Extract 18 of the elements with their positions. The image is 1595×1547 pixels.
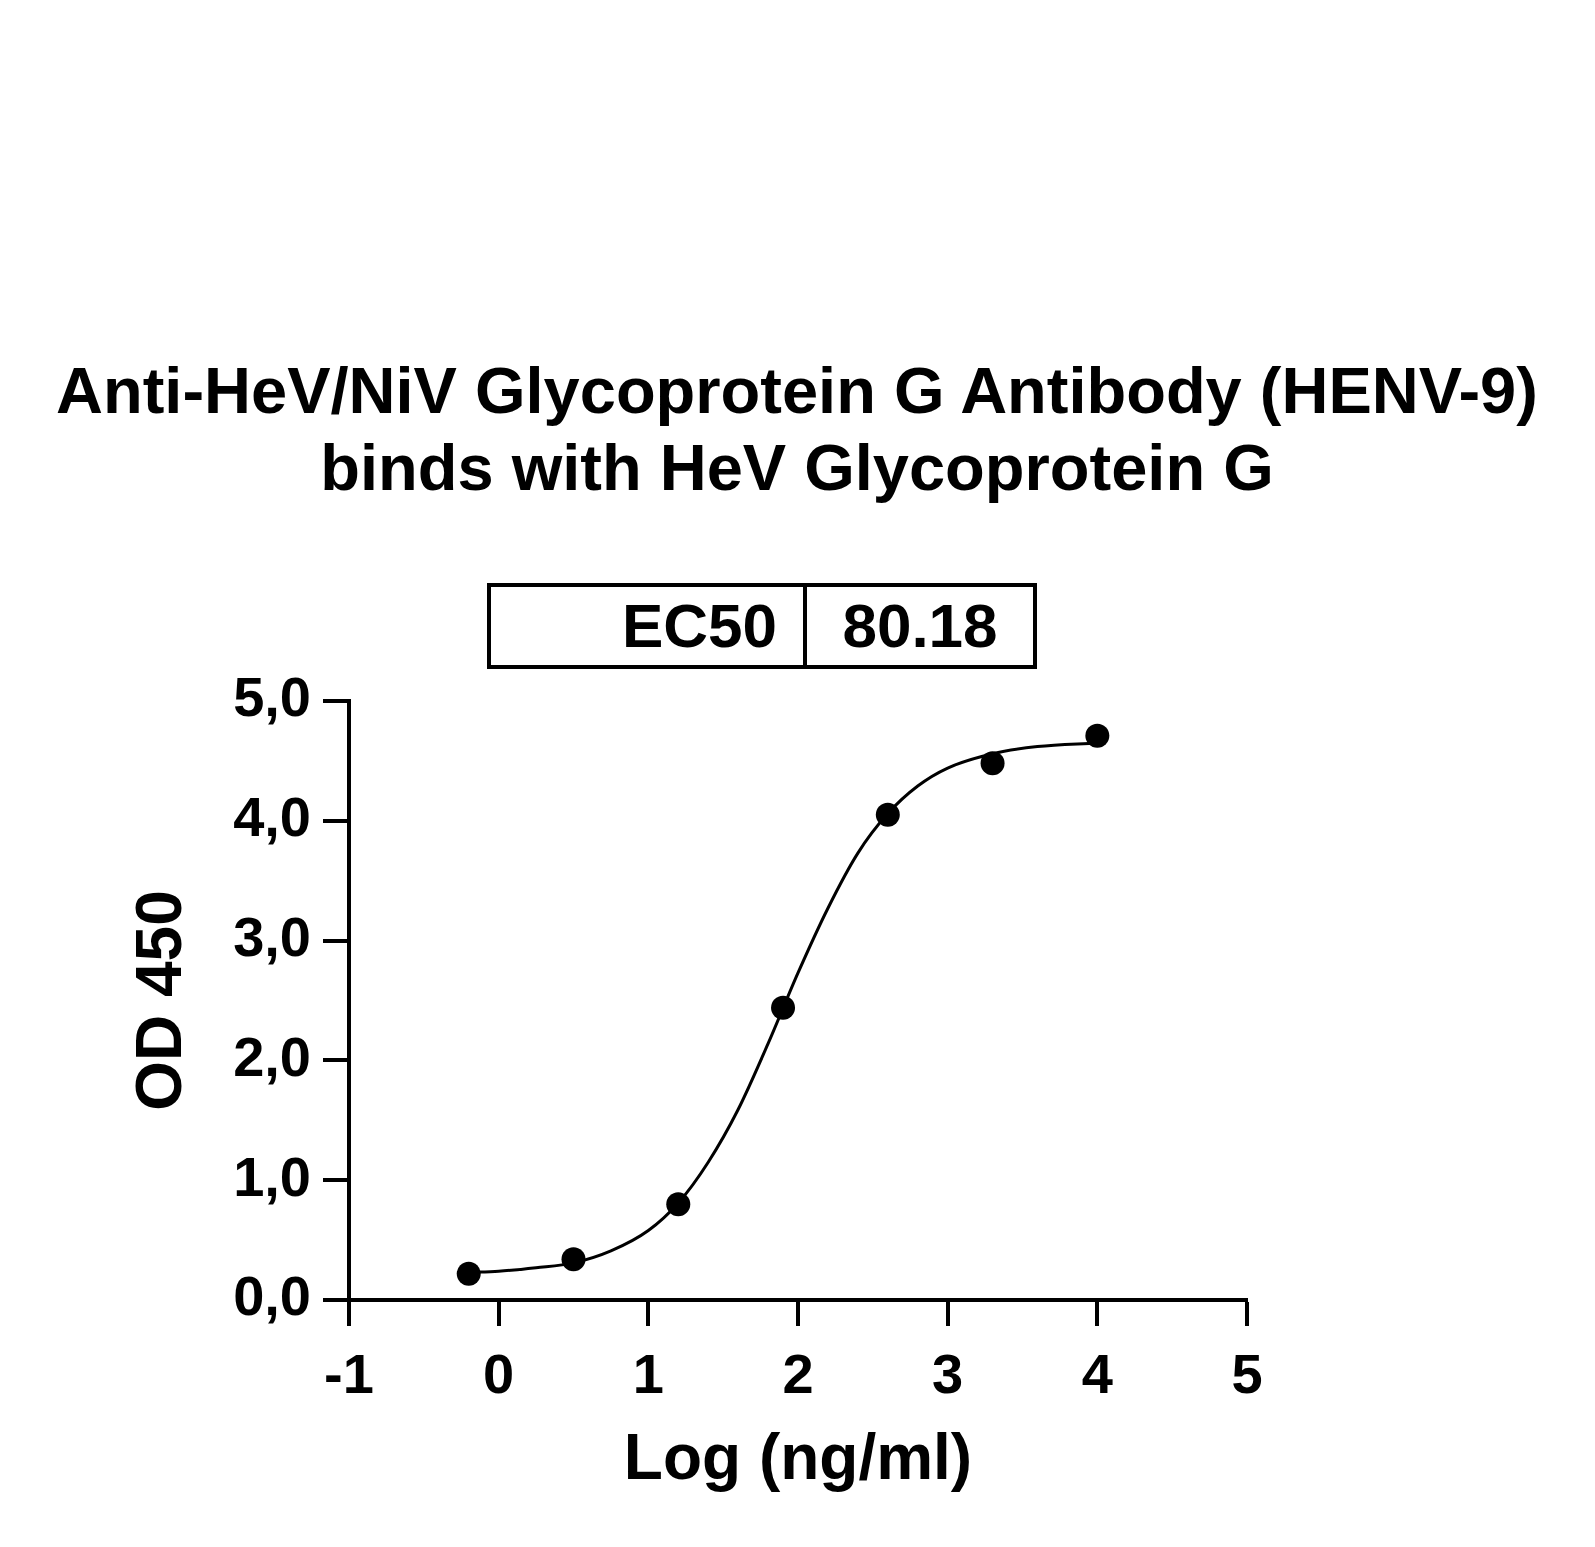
x-tick-label: 0 [483, 1342, 515, 1406]
x-tick-label: 2 [782, 1342, 814, 1406]
x-axis-title: Log (ng/ml) [623, 1421, 973, 1494]
x-tick-label: 3 [932, 1342, 964, 1406]
y-axis-title: OD 450 [123, 890, 196, 1111]
y-tick-label: 1,0 [233, 1144, 311, 1208]
text: 80.18 [841, 590, 999, 662]
y-tick-label: 4,0 [233, 785, 311, 849]
chart-title: Anti-HeV/NiV Glycoprotein G Antibody (HENV-9) binds with HeV Glycoprotein G [55, 353, 1539, 506]
y-tick-label: 0,0 [233, 1264, 311, 1328]
y-tick-label: 5,0 [233, 665, 311, 729]
x-tick-label: -1 [324, 1342, 374, 1406]
text: EC50 [620, 590, 778, 662]
x-tick-label: 4 [1081, 1342, 1113, 1406]
x-tick-label: 1 [632, 1342, 664, 1406]
y-tick-label: 3,0 [233, 905, 311, 969]
y-tick-label: 2,0 [233, 1024, 311, 1088]
x-tick-label: 5 [1231, 1342, 1263, 1406]
